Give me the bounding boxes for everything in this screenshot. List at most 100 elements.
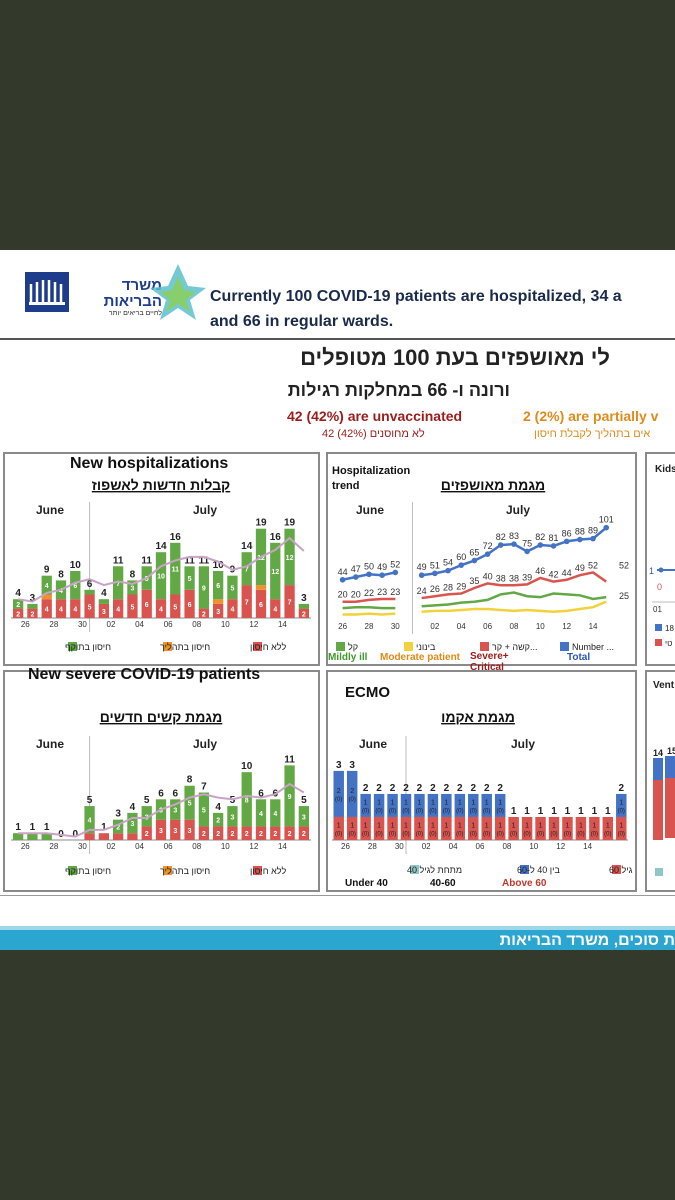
bar-total-label: 2: [417, 783, 423, 794]
bar-segment-label: 5: [88, 604, 92, 611]
bar-segment: [360, 793, 371, 817]
month-label: June: [36, 503, 64, 517]
bar-segment: [333, 770, 344, 817]
bar-segment-label: 3: [173, 807, 177, 814]
bar-segment-label: 3: [230, 814, 234, 821]
bar-total-label: 6: [258, 788, 264, 799]
bar-segment-sublabel: (0): [470, 808, 477, 814]
bar-segment-label: 10: [157, 574, 165, 581]
x-tick-label: 30: [391, 622, 400, 631]
bar-segment: [141, 589, 152, 618]
ministry-logo-text: משרד הבריאות: [103, 277, 162, 310]
bar-segment: [184, 819, 195, 840]
bar-segment-label: 4: [259, 811, 263, 818]
age40-60-overlay: 40-60: [430, 878, 456, 889]
bar-segment: [653, 780, 663, 840]
bar-segment-label: 4: [273, 607, 277, 614]
x-tick-label: 08: [510, 622, 519, 631]
bar-segment: [213, 812, 224, 827]
ecmo-chart: מגמת אקמו June July 1 (0) 2 (0) 3 1 (0) 2 (0) 3 1 (0) 1…: [332, 709, 635, 875]
point-label: 82: [496, 532, 506, 542]
bar-segment: [13, 599, 24, 609]
bar-segment-sublabel: (0): [497, 808, 504, 814]
series-point: [339, 576, 346, 583]
x-tick-label: 10: [536, 622, 545, 631]
bar-segment: [70, 599, 81, 618]
bar-total-label: 11: [284, 754, 295, 765]
bar-segment: [55, 599, 67, 618]
point-label: 88: [575, 527, 585, 537]
bar-segment: [41, 833, 52, 840]
point-label: 23: [390, 587, 400, 597]
bar-segment-label: 4: [45, 607, 49, 614]
panel-ecmo: מגמת אקמו June July 1 (0) 2 (0) 3 1 (0) 2 (0) 3 1 (0) 1…: [326, 670, 637, 892]
x-tick-label: 08: [192, 842, 201, 851]
bottom-divider: [0, 895, 675, 896]
bar-segment: [298, 608, 309, 618]
legend-swatch: [655, 624, 662, 631]
point-label: 75: [522, 538, 532, 548]
bar-segment-label: 2: [302, 831, 306, 838]
x-tick-label: 28: [49, 620, 58, 629]
bar-segment: [70, 571, 81, 600]
bar-segment-label: 2: [30, 611, 34, 618]
bar-segment: [127, 833, 138, 840]
bar-total-label: 14: [653, 748, 663, 758]
legend-label: חיסון בתוקף: [65, 642, 111, 652]
series-line-red: [342, 597, 396, 603]
series-point: [550, 543, 557, 549]
bar-total-label: 2: [470, 783, 476, 794]
bar-segment: [98, 599, 109, 604]
bar-segment-sublabel: (0): [429, 831, 436, 837]
bar-segment: [284, 826, 295, 840]
series-point: [471, 557, 478, 564]
bar-segment: [98, 603, 109, 618]
point-label: 72: [483, 541, 493, 551]
bar-segment: [333, 816, 344, 840]
series-line-red: [421, 571, 607, 600]
bar-segment: [284, 585, 295, 618]
ministry-tagline: לחיים בריאים יותר: [108, 310, 162, 317]
month-label: June: [356, 503, 384, 517]
x-tick-label: 30: [395, 842, 404, 851]
series-line-yellow: [342, 612, 396, 616]
new-hosp-overlay: New hospitalizations: [70, 455, 229, 472]
point-label: 23: [377, 587, 387, 597]
bar-segment: [170, 542, 181, 595]
bar-total-label: 3: [349, 760, 355, 771]
bar-segment: [255, 826, 267, 840]
legend-swatch: [253, 866, 262, 875]
series-line-yellow: [421, 600, 607, 614]
bar-segment: [494, 816, 506, 840]
bar-total-label: 1: [15, 822, 21, 833]
bar-segment: [468, 816, 479, 840]
bar-segment: [98, 833, 109, 840]
bar-segment-label: 1: [606, 822, 610, 829]
bar-segment: [562, 816, 573, 840]
x-tick-label: 06: [476, 842, 485, 851]
x-tick-label: 30: [78, 842, 87, 851]
point-label: 20: [351, 590, 361, 600]
chart-title: מגמת אקמו: [441, 709, 515, 725]
hosp-trend-overlay: Hospitalization trend: [332, 465, 411, 492]
series-point: [458, 562, 465, 568]
point-label: 44: [562, 568, 572, 578]
bar-segment-sublabel: (0): [402, 831, 409, 837]
unvaccinated-annotation: 42 (42%) are unvaccinated: [287, 408, 463, 424]
bar-total-label: 1: [511, 806, 517, 817]
bar-total-label: 1: [605, 806, 611, 817]
x-tick-label: 02: [430, 622, 439, 631]
bar-segment: [27, 833, 38, 840]
bar-segment: [481, 793, 492, 817]
bar-total-label: 3: [115, 809, 121, 820]
bar-segment: [454, 793, 466, 817]
bar-segment-label: 1: [471, 799, 475, 806]
bar-segment: [387, 793, 398, 817]
point-label: 44: [338, 567, 348, 577]
bar-segment-label: 2: [230, 831, 234, 838]
bar-segment: [494, 793, 506, 817]
bar-total-label: 4: [215, 802, 221, 813]
bar-segment-label: 1: [431, 822, 435, 829]
bar-segment: [346, 770, 358, 817]
legend-swatch: [404, 642, 413, 651]
